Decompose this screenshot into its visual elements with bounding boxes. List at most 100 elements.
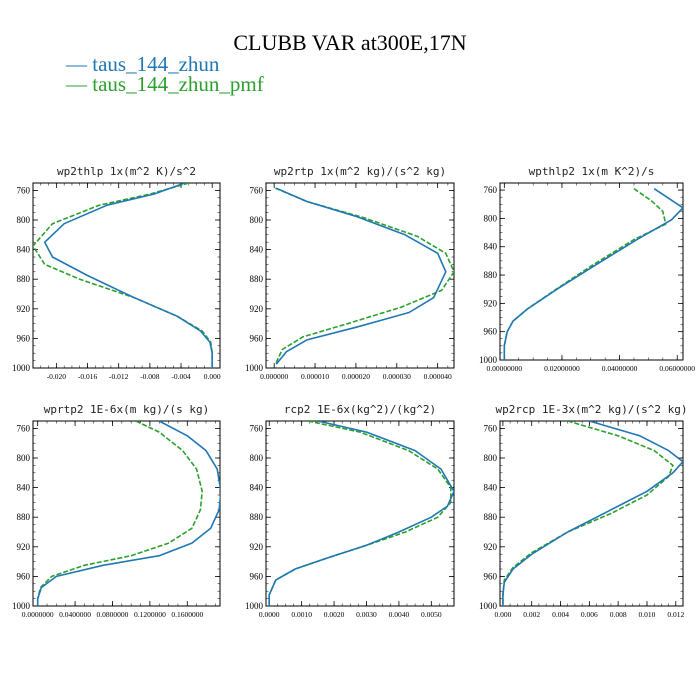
y-tick-label: 880	[17, 512, 31, 522]
y-tick-label: 800	[484, 453, 498, 463]
legend-item-zhun: — taus_144_zhun	[66, 52, 220, 76]
x-tick-label: 0.0030	[356, 610, 377, 619]
series-line-taus_144_zhun_pmf	[33, 183, 213, 368]
plot-frame	[32, 182, 221, 369]
legend-item-zhun-pmf: — taus_144_zhun_pmf	[66, 72, 264, 96]
y-tick-label: 960	[484, 571, 498, 581]
panel-title: wp2rtp 1x(m^2 kg)/(s^2 kg)	[274, 165, 446, 178]
y-tick-label: 920	[250, 304, 264, 314]
x-tick-label: 0.004	[552, 610, 569, 619]
series-line-taus_144_zhun_pmf	[268, 421, 452, 606]
plot-frame	[499, 420, 684, 607]
x-tick-label: 0.00000000	[487, 364, 523, 373]
y-tick-label: 880	[250, 512, 264, 522]
y-tick-label: 840	[484, 242, 498, 252]
y-tick-label: 880	[484, 270, 498, 280]
chart-title: CLUBB VAR at300E,17N	[233, 30, 467, 55]
y-tick-label: 960	[484, 327, 498, 337]
x-tick-label: 0.0010	[291, 610, 312, 619]
y-tick-label: 1000	[12, 363, 31, 373]
y-tick-label: 880	[484, 512, 498, 522]
panel-title: wpthlp2 1x(m K^2)/s	[529, 165, 655, 178]
x-tick-label: 0.1200000	[134, 610, 166, 619]
x-tick-label: 0.000	[204, 372, 221, 381]
y-tick-label: 1000	[245, 363, 264, 373]
x-tick-label: -0.004	[171, 372, 191, 381]
series-line-taus_144_zhun	[275, 187, 447, 365]
x-tick-label: 0.0020	[324, 610, 345, 619]
y-tick-label: 760	[250, 423, 264, 433]
panel-4: wprtp2 1E-6x(m kg)/(s kg) 760 800 840 880 920…	[12, 403, 221, 619]
x-tick-label: 0.000010	[301, 372, 329, 381]
series-line-taus_144_zhun_pmf	[502, 421, 674, 606]
x-tick-label: 0.0000	[259, 610, 280, 619]
x-tick-label: -0.016	[78, 372, 98, 381]
x-tick-label: 0.02000000	[544, 364, 580, 373]
panel-title: rcp2 1E-6x(kg^2)/(kg^2)	[284, 403, 436, 416]
y-tick-label: 840	[17, 245, 31, 255]
plot-frame	[499, 182, 684, 361]
y-tick-label: 840	[17, 483, 31, 493]
series-line-taus_144_zhun_pmf	[36, 421, 203, 606]
panel-title: wprtp2 1E-6x(m kg)/(s kg)	[44, 403, 210, 416]
series-line-taus_144_zhun	[36, 421, 220, 606]
y-tick-label: 880	[17, 274, 31, 284]
x-tick-label: 0.000000	[260, 372, 288, 381]
x-tick-label: 0.0800000	[97, 610, 129, 619]
x-tick-label: 0.0040	[389, 610, 410, 619]
y-tick-label: 1000	[479, 601, 498, 611]
y-tick-label: 760	[250, 185, 264, 195]
x-tick-label: 0.0050	[421, 610, 442, 619]
y-tick-label: 920	[484, 298, 498, 308]
x-tick-label: 0.0400000	[59, 610, 91, 619]
y-tick-label: 960	[250, 333, 264, 343]
y-tick-label: 920	[17, 304, 31, 314]
x-tick-label: 0.008	[610, 610, 627, 619]
panel-2: wp2rtp 1x(m^2 kg)/(s^2 kg) 760 800 840 880 92…	[245, 165, 455, 381]
y-tick-label: 800	[17, 215, 31, 225]
panel-6: wp2rcp 1E-3x(m^2 kg)/(s^2 kg) 760 800 840 88…	[479, 403, 688, 619]
x-tick-label: 0.06000000	[659, 364, 695, 373]
y-tick-label: 880	[250, 274, 264, 284]
series-line-taus_144_zhun	[268, 421, 454, 606]
y-tick-label: 920	[17, 542, 31, 552]
x-tick-label: 0.010	[639, 610, 656, 619]
series-line-taus_144_zhun	[43, 183, 213, 368]
x-tick-label: 0.000020	[342, 372, 370, 381]
x-tick-label: -0.008	[140, 372, 160, 381]
plot-frame	[32, 420, 221, 607]
panel-3: wpthlp2 1x(m K^2)/s 760 800 840 880 920 960 100…	[479, 165, 695, 373]
series-line-taus_144_zhun	[502, 421, 683, 606]
x-tick-label: 0.000040	[424, 372, 452, 381]
y-tick-label: 800	[17, 453, 31, 463]
x-tick-label: 0.1600000	[171, 610, 203, 619]
x-tick-label: -0.012	[109, 372, 129, 381]
y-tick-label: 760	[17, 423, 31, 433]
series-line-taus_144_zhun_pmf	[274, 187, 454, 365]
x-tick-label: -0.020	[47, 372, 67, 381]
y-tick-label: 1000	[12, 601, 31, 611]
plot-frame	[265, 182, 455, 369]
y-tick-label: 840	[484, 483, 498, 493]
y-tick-label: 960	[17, 333, 31, 343]
y-tick-label: 840	[250, 483, 264, 493]
y-tick-label: 760	[484, 423, 498, 433]
y-tick-label: 920	[250, 542, 264, 552]
y-tick-label: 800	[250, 215, 264, 225]
x-tick-label: 0.012	[667, 610, 684, 619]
x-tick-label: 0.000	[494, 610, 511, 619]
plot-frame	[265, 420, 455, 607]
y-tick-label: 1000	[479, 355, 498, 365]
y-tick-label: 960	[250, 571, 264, 581]
panel-5: rcp2 1E-6x(kg^2)/(kg^2) 760 800 840 880 920 96…	[245, 403, 455, 619]
y-tick-label: 760	[484, 185, 498, 195]
x-tick-label: 0.000030	[383, 372, 411, 381]
series-line-taus_144_zhun_pmf	[503, 188, 667, 360]
y-tick-label: 920	[484, 542, 498, 552]
x-tick-label: 0.04000000	[602, 364, 638, 373]
series-line-taus_144_zhun	[503, 188, 683, 360]
y-tick-label: 760	[17, 185, 31, 195]
panel-title: wp2thlp 1x(m^2 K)/s^2	[57, 165, 196, 178]
y-tick-label: 1000	[245, 601, 264, 611]
